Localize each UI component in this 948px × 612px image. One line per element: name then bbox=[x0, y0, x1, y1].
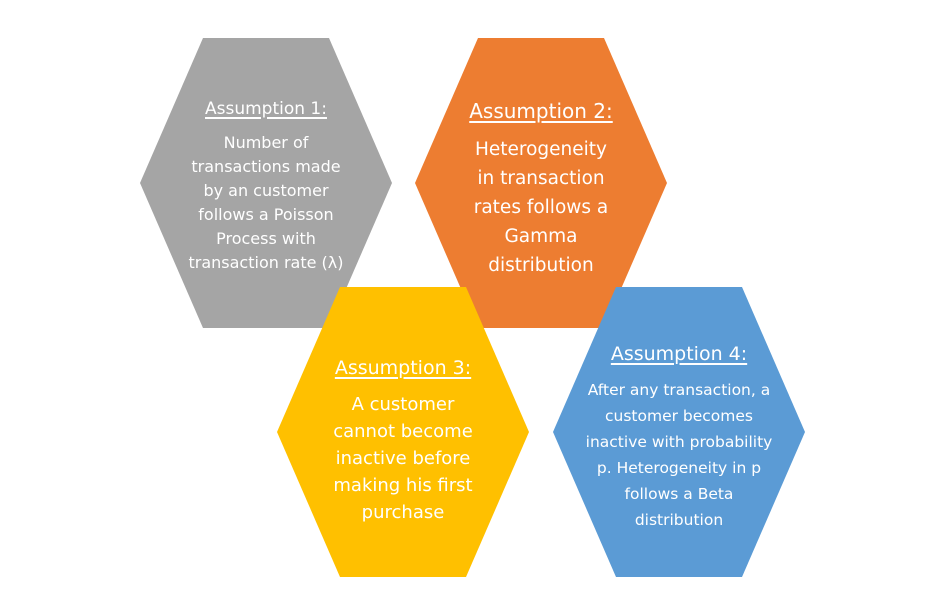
assumption-2-line: distribution bbox=[488, 254, 594, 276]
assumption-3-hexagon: Assumption 3: A customer cannot become i… bbox=[277, 287, 529, 577]
assumption-4-line: p. Heterogeneity in p bbox=[596, 459, 762, 477]
assumption-1-hexagon: Assumption 1: Number of transactions mad… bbox=[140, 38, 392, 328]
assumption-4-line: After any transaction, a bbox=[587, 381, 771, 399]
assumption-1-text: Number of transactions made by an custom… bbox=[188, 131, 343, 275]
assumption-3-text: A customer cannot become inactive before… bbox=[333, 391, 473, 526]
assumption-2-line: Gamma bbox=[504, 225, 578, 247]
assumption-4-hexagon: Assumption 4: After any transaction, a c… bbox=[553, 287, 805, 577]
assumption-1-line: follows a Poisson bbox=[198, 205, 334, 224]
assumption-2-title: Assumption 2: bbox=[469, 98, 613, 123]
assumption-3-line: purchase bbox=[361, 501, 445, 523]
assumption-3-line: making his first bbox=[333, 474, 473, 496]
assumption-4-line: customer becomes bbox=[604, 407, 753, 425]
assumption-2-line: rates follows a bbox=[473, 196, 609, 218]
assumption-1-line: transaction rate (λ) bbox=[188, 253, 344, 272]
assumption-3-title: Assumption 3: bbox=[334, 356, 472, 379]
assumption-3-line: cannot become bbox=[333, 420, 473, 442]
assumption-3-line: inactive before bbox=[335, 447, 471, 469]
assumption-2-line: in transaction bbox=[477, 167, 605, 189]
assumption-4-line: follows a Beta bbox=[624, 485, 734, 503]
assumption-1-line: Process with bbox=[216, 229, 316, 248]
assumption-4-line: inactive with probability bbox=[585, 433, 773, 451]
assumption-4-title: Assumption 4: bbox=[610, 343, 748, 365]
assumption-2-hexagon: Assumption 2: Heterogeneity in transacti… bbox=[415, 38, 667, 328]
assumption-4-line: distribution bbox=[634, 511, 724, 529]
assumption-1-line: Number of bbox=[223, 133, 309, 152]
assumption-4-text: After any transaction, a customer become… bbox=[586, 377, 773, 533]
assumption-1-line: by an customer bbox=[203, 181, 329, 200]
assumption-2-line: Heterogeneity bbox=[474, 138, 607, 160]
assumption-2-text: Heterogeneity in transaction rates follo… bbox=[474, 135, 609, 280]
assumption-1-title: Assumption 1: bbox=[205, 99, 327, 119]
assumption-3-line: A customer bbox=[351, 393, 455, 415]
assumption-1-line: transactions made bbox=[191, 157, 341, 176]
